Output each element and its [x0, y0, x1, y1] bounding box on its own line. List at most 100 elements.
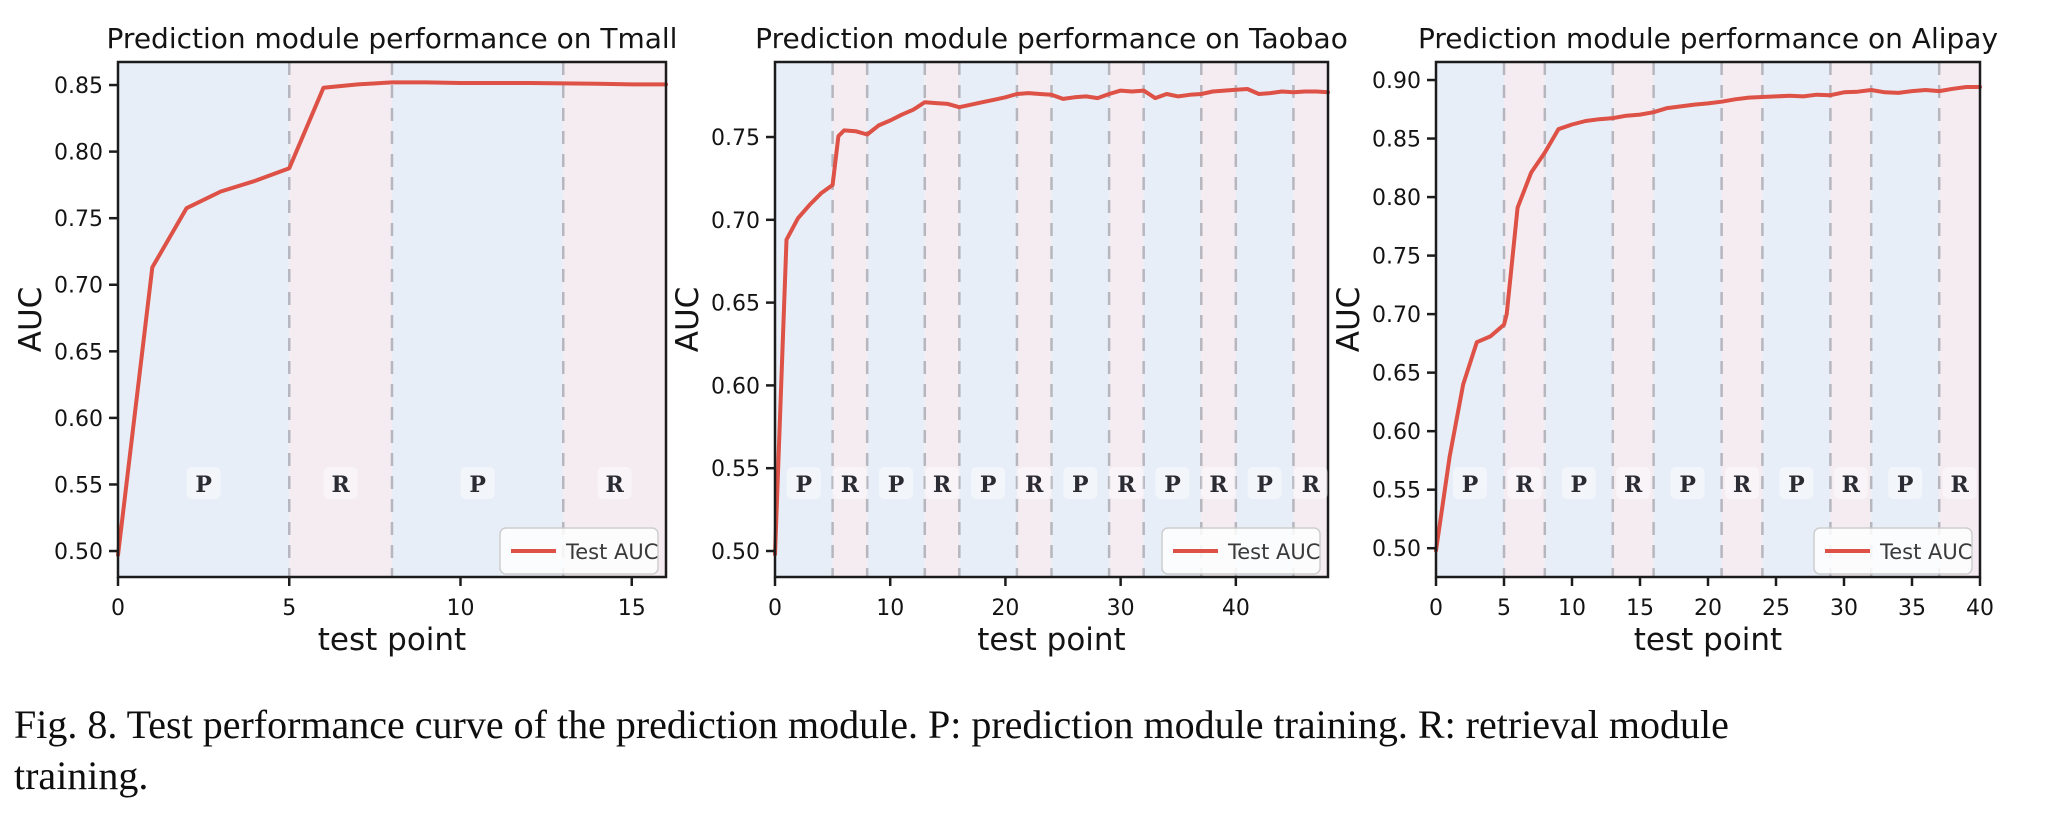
region-label-p: P: [1072, 472, 1089, 498]
region-label-p: P: [1462, 472, 1479, 498]
x-axis-label: test point: [977, 622, 1125, 658]
x-tick-label: 0: [768, 596, 782, 621]
x-tick-label: 35: [1898, 596, 1926, 621]
region-label-p: P: [888, 472, 905, 498]
region-label-box: [1561, 467, 1596, 499]
y-tick-label: 0.55: [1372, 479, 1421, 504]
region-label-box: [1833, 467, 1868, 499]
y-axis-label: AUC: [670, 287, 706, 353]
region-label-box: [1616, 467, 1651, 499]
region-label-p: P: [1571, 472, 1588, 498]
y-tick-label: 0.80: [54, 141, 103, 166]
region-label-r: R: [331, 472, 350, 498]
band-r: [1293, 62, 1328, 577]
band-p: [1544, 62, 1613, 577]
region-label-p: P: [1164, 472, 1181, 498]
x-tick-label: 15: [1626, 596, 1654, 621]
region-label-box: [1670, 467, 1705, 499]
y-tick-label: 0.65: [54, 340, 103, 365]
region-label-r: R: [1209, 472, 1228, 498]
band-r: [1201, 62, 1236, 577]
legend-label: Test AUC: [1879, 540, 1972, 564]
y-axis-label: AUC: [1331, 287, 1367, 353]
test-auc-curve: [116, 80, 668, 557]
x-tick-label: 30: [1830, 596, 1858, 621]
region-label-p: P: [980, 472, 997, 498]
x-tick-label: 0: [111, 596, 125, 621]
band-p: [1436, 62, 1504, 577]
y-axis-label: AUC: [13, 287, 49, 353]
y-tick-label: 0.70: [54, 274, 103, 299]
legend-label: Test AUC: [1227, 540, 1320, 564]
x-tick-label: 30: [1107, 596, 1135, 621]
region-label-p: P: [1897, 472, 1914, 498]
region-label-box: [1063, 467, 1098, 499]
caption-line-1: Fig. 8. Test performance curve of the pr…: [14, 702, 1729, 747]
x-tick-label: 15: [618, 596, 646, 621]
region-label-r: R: [1025, 472, 1044, 498]
region-label-box: [186, 467, 221, 499]
band-r: [1504, 62, 1545, 577]
x-tick-label: 5: [282, 596, 296, 621]
y-tick-label: 0.75: [711, 126, 760, 151]
chart-alipay: 0.50 0.55 0.60 0.65 0.70 0.75 0.80 0.85 0.90 0 5 10…: [1331, 22, 1998, 658]
band-r: [1830, 62, 1872, 577]
region-label-box: [878, 467, 913, 499]
y-tick-label: 0.55: [711, 457, 760, 482]
region-label-box: [1017, 467, 1052, 499]
band-r: [1016, 62, 1052, 577]
chart-tmall: 0.50 0.55 0.60 0.65 0.70 0.75 0.80 0.85 0 5 10 15 Pr…: [13, 22, 677, 658]
band-r: [289, 62, 392, 577]
legend-label: Test AUC: [565, 540, 658, 564]
x-tick-label: 40: [1966, 596, 1994, 621]
region-label-box: [1453, 467, 1487, 499]
x-tick-label: 40: [1222, 596, 1250, 621]
band-p: [1871, 62, 1940, 577]
y-tick-label: 0.60: [711, 374, 760, 399]
band-p: [1762, 62, 1831, 577]
band-r: [1612, 62, 1654, 577]
region-label-r: R: [933, 472, 952, 498]
region-label-p: P: [796, 472, 813, 498]
region-label-box: [1942, 467, 1977, 499]
region-label-r: R: [1733, 472, 1752, 498]
region-label-box: [1293, 467, 1328, 499]
region-label-box: [1779, 467, 1814, 499]
figure-caption: Fig. 8. Test performance curve of the pr…: [14, 700, 2022, 802]
caption-line-2: training.: [14, 752, 149, 798]
x-tick-label: 10: [1558, 596, 1586, 621]
test-auc-curve: [773, 87, 1330, 557]
band-r: [1939, 62, 1980, 577]
chart-title: Prediction module performance on Taobao: [755, 22, 1348, 55]
region-label-box: [1507, 467, 1542, 499]
region-label-p: P: [1256, 472, 1273, 498]
y-tick-label: 0.80: [1372, 186, 1421, 211]
legend-box: [1813, 527, 1973, 575]
band-p: [1653, 62, 1722, 577]
y-tick-label: 0.90: [1372, 69, 1421, 94]
test-auc-curve: [1434, 85, 1982, 553]
band-r: [1109, 62, 1144, 577]
y-tick-label: 0.85: [54, 74, 103, 99]
legend-box: [1161, 527, 1321, 575]
y-tick-label: 0.50: [1372, 537, 1421, 562]
region-label-box: [925, 467, 960, 499]
x-tick-label: 5: [1497, 596, 1511, 621]
region-label-p: P: [1679, 472, 1696, 498]
band-p: [1235, 62, 1294, 577]
region-label-box: [460, 467, 495, 499]
region-label-r: R: [841, 472, 860, 498]
region-label-box: [1247, 467, 1282, 499]
x-tick-label: 10: [876, 596, 904, 621]
band-r: [563, 62, 666, 577]
x-tick-label: 20: [991, 596, 1019, 621]
y-tick-label: 0.70: [711, 209, 760, 234]
charts-canvas: 0.50 0.55 0.60 0.65 0.70 0.75 0.80 0.85 0 5 10 15 Pr…: [13, 22, 1998, 658]
band-r: [924, 62, 960, 577]
region-label-box: [971, 467, 1006, 499]
region-label-r: R: [1302, 472, 1321, 498]
y-tick-label: 0.65: [1372, 362, 1421, 387]
region-label-box: [1155, 467, 1190, 499]
region-label-box: [832, 467, 867, 499]
y-tick-label: 0.75: [54, 207, 103, 232]
